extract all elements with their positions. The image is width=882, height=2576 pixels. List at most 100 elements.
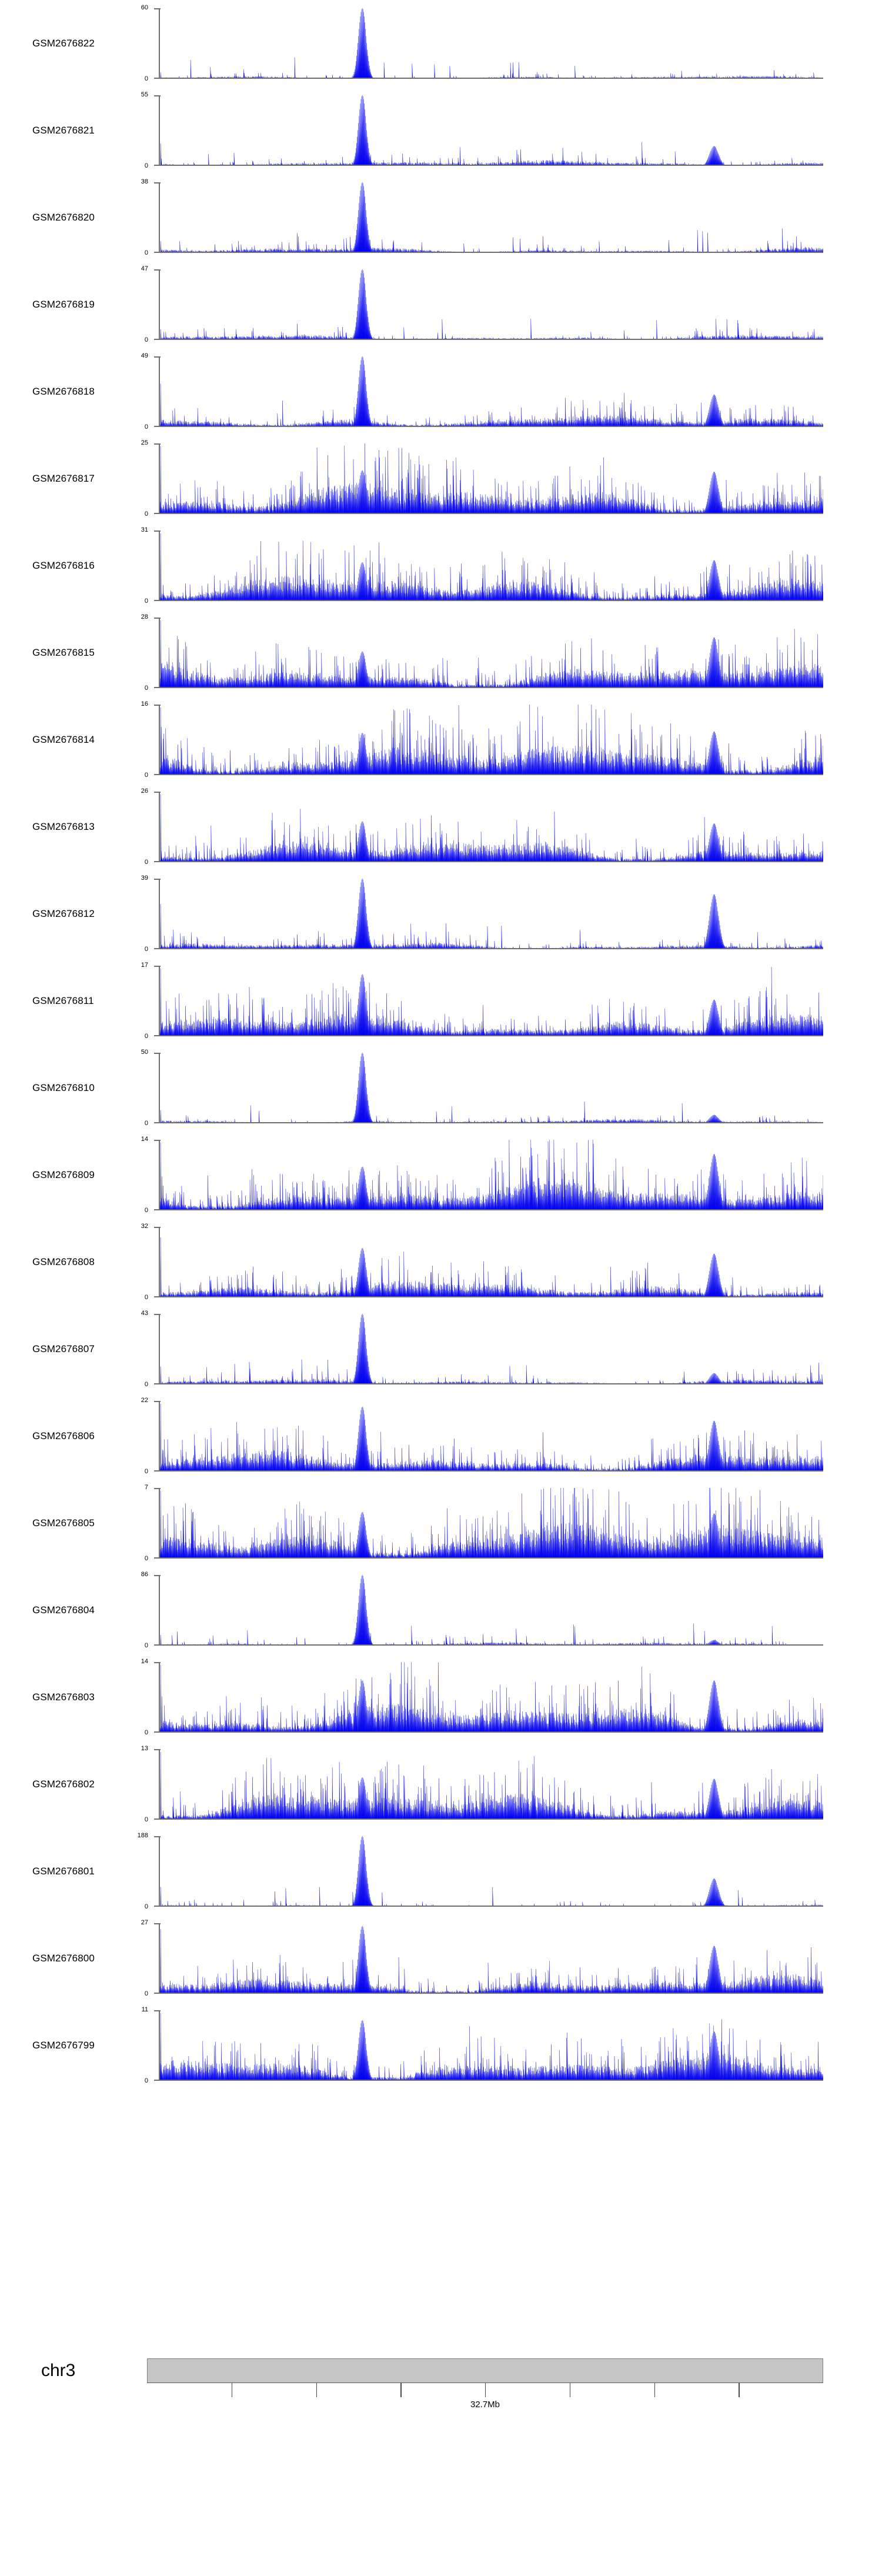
y-axis: 60 0 [141,5,161,82]
y-axis-max-label: 39 [141,875,148,882]
coverage-track[interactable]: GSM2676801 188 0 [0,1828,882,1915]
y-axis-zero-tick [154,861,161,862]
y-axis: 49 0 [141,353,161,431]
sample-label: GSM2676811 [32,995,94,1006]
coverage-track[interactable]: GSM2676820 38 0 [0,174,882,261]
coverage-track[interactable]: GSM2676822 60 0 [0,0,882,87]
track-baseline [160,1209,823,1210]
y-axis-line [159,1575,160,1646]
ideogram-bar[interactable] [147,2358,823,2383]
y-axis: 14 0 [141,1659,161,1736]
y-axis: 11 0 [142,2007,161,2084]
ideogram-tick [485,2383,486,2397]
y-axis: 22 0 [141,1397,161,1475]
y-axis: 27 0 [141,1920,161,1997]
y-axis-max-tick [154,443,161,445]
coverage-track[interactable]: GSM2676806 22 0 [0,1393,882,1480]
genomic-position-label: 32.7Mb [470,2400,500,2410]
coverage-track[interactable]: GSM2676818 49 0 [0,348,882,435]
y-axis-zero-label: 0 [144,423,148,431]
y-axis-zero-label: 0 [144,598,148,605]
y-axis-line [159,705,160,775]
sample-label: GSM2676820 [32,212,95,223]
coverage-track[interactable]: GSM2676802 13 0 [0,1741,882,1828]
y-axis-line [159,530,160,601]
coverage-track[interactable]: GSM2676819 47 0 [0,261,882,348]
coverage-track[interactable]: GSM2676807 43 0 [0,1306,882,1393]
coverage-signal [160,1836,823,1907]
y-axis-max-tick [154,8,161,9]
y-axis-zero-tick [154,600,161,601]
sample-label: GSM2676821 [32,125,95,136]
y-axis-zero-tick [154,1993,161,1994]
track-baseline [160,513,823,514]
track-baseline [160,1470,823,1471]
coverage-track[interactable]: GSM2676814 16 0 [0,696,882,783]
y-axis-max-label: 25 [141,439,148,446]
coverage-track[interactable]: GSM2676821 55 0 [0,87,882,174]
coverage-track[interactable]: GSM2676813 26 0 [0,783,882,870]
y-axis-zero-tick [154,426,161,427]
y-axis-zero-tick [154,1209,161,1210]
coverage-track[interactable]: GSM2676804 86 0 [0,1567,882,1654]
y-axis-max-tick [154,792,161,793]
y-axis-zero-tick [154,1470,161,1471]
y-axis-max-tick [154,966,161,967]
sample-label: GSM2676814 [32,734,95,745]
track-baseline [160,1906,823,1907]
y-axis-zero-tick [154,1731,161,1733]
coverage-track[interactable]: GSM2676805 7 0 [0,1480,882,1567]
y-axis-max-label: 32 [141,1223,148,1230]
y-axis-zero-label: 0 [144,1555,148,1562]
sample-label: GSM2676808 [32,1256,95,1267]
y-axis-line [159,95,160,166]
y-axis-zero-label: 0 [144,1381,148,1388]
y-axis-zero-tick [154,687,161,688]
sample-label: GSM2676806 [32,1430,95,1442]
y-axis-line [159,1488,160,1559]
y-axis-max-label: 11 [141,2006,148,2013]
coverage-signal [160,1749,823,1820]
coverage-track[interactable]: GSM2676810 50 0 [0,1045,882,1132]
y-axis-zero-label: 0 [144,685,148,692]
coverage-track[interactable]: GSM2676803 14 0 [0,1654,882,1741]
y-axis: 38 0 [141,179,161,256]
coverage-track[interactable]: GSM2676816 31 0 [0,522,882,609]
y-axis-zero-tick [154,1035,161,1036]
coverage-signal [160,792,823,862]
coverage-track[interactable]: GSM2676808 32 0 [0,1219,882,1306]
coverage-signal [160,966,823,1036]
track-baseline [160,1035,823,1036]
coverage-track[interactable]: GSM2676799 11 0 [0,2002,882,2089]
sample-label: GSM2676800 [32,1953,95,1964]
chromosome-ideogram-panel: chr3 32.7Mb [0,2323,882,2476]
coverage-signal [160,1923,823,1994]
coverage-track[interactable]: GSM2676809 14 0 [0,1132,882,1219]
sample-label: GSM2676818 [32,386,95,397]
coverage-signal [160,1227,823,1297]
y-axis-max-label: 47 [141,265,148,272]
y-axis-line [159,8,160,79]
y-axis-zero-tick [154,1818,161,1820]
coverage-track[interactable]: GSM2676817 25 0 [0,435,882,522]
coverage-track[interactable]: GSM2676800 27 0 [0,1915,882,2002]
y-axis-zero-tick [154,165,161,166]
coverage-signal [160,1401,823,1471]
coverage-track[interactable]: GSM2676815 28 0 [0,609,882,696]
track-baseline [160,1296,823,1297]
sample-label: GSM2676799 [32,2040,95,2051]
coverage-track[interactable]: GSM2676811 17 0 [0,957,882,1045]
sample-label: GSM2676807 [32,1343,95,1354]
coverage-track[interactable]: GSM2676812 39 0 [0,870,882,957]
coverage-signal [160,1140,823,1210]
y-axis-max-label: 14 [141,1658,148,1665]
y-axis-zero-label: 0 [144,2077,148,2084]
y-axis-max-label: 43 [141,1310,148,1317]
y-axis: 25 0 [141,440,161,518]
y-axis-max-tick [154,95,161,96]
y-axis-line [159,443,160,514]
y-axis-zero-tick [154,78,161,79]
y-axis-max-label: 86 [141,1571,148,1578]
y-axis-max-tick [154,1053,161,1054]
coverage-signal [160,1314,823,1384]
